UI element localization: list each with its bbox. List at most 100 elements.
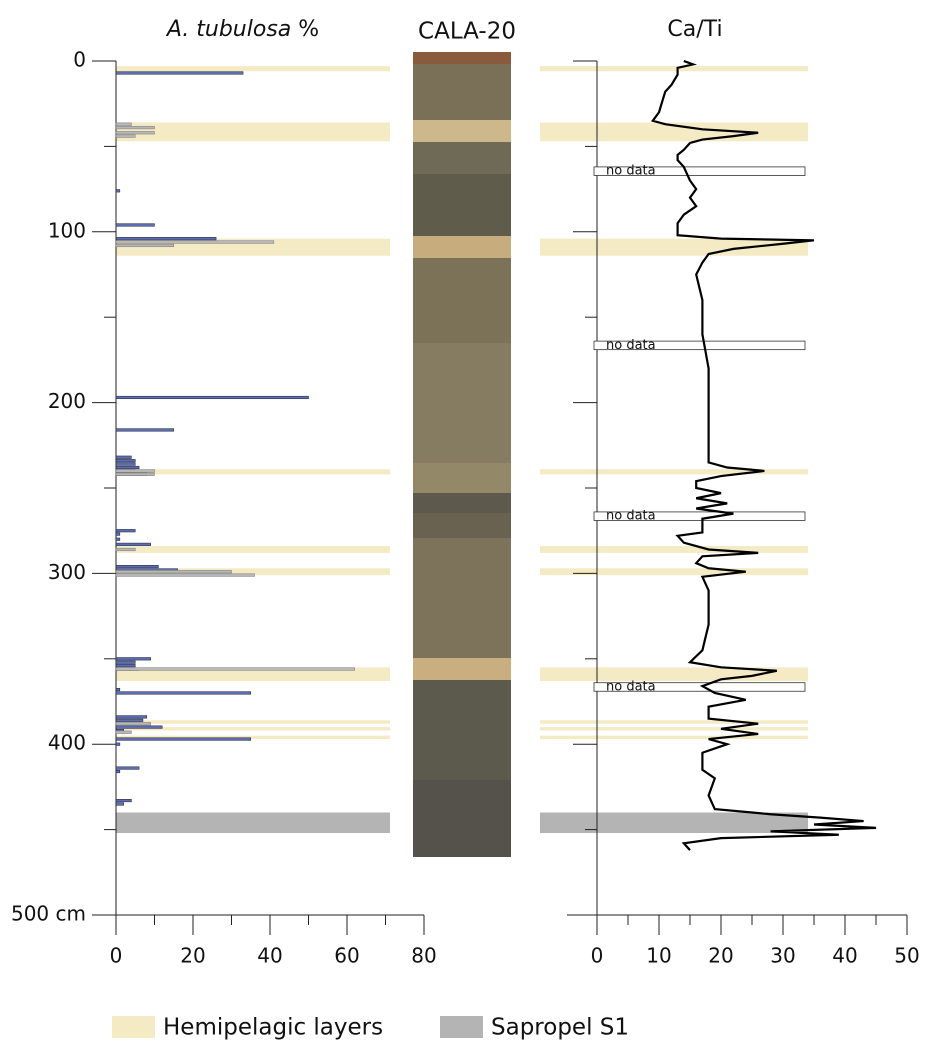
hemipelagic-band (116, 568, 390, 576)
no-data-label: no data (606, 679, 656, 694)
hemipelagic-band (540, 735, 808, 740)
legend-label: Hemipelagic layers (163, 1015, 383, 1041)
y-tick-label: 0 (73, 48, 86, 72)
bands (116, 66, 808, 834)
hemipelagic-band (540, 568, 808, 576)
bar (115, 237, 217, 241)
y-tick-label: 100 (48, 218, 86, 242)
y-tick-label: 200 (48, 389, 86, 413)
ca-ti-line (650, 59, 877, 851)
bar (115, 799, 132, 803)
no-data-label: no data (606, 509, 656, 524)
bar (115, 428, 174, 432)
hemipelagic-band (540, 66, 808, 72)
hemipelagic-band (116, 720, 390, 724)
bar (115, 573, 255, 577)
hemipelagic-band (540, 720, 808, 724)
hemipelagic-band (540, 727, 808, 731)
bar (115, 547, 136, 552)
legend-swatch (112, 1016, 155, 1038)
x-tick-label: 30 (770, 944, 795, 968)
left-title: A. tubulosa % (165, 17, 319, 42)
bar (115, 722, 151, 726)
bar (115, 465, 140, 470)
bar (115, 664, 136, 668)
legend-label: Sapropel S1 (491, 1015, 629, 1041)
bar (115, 189, 121, 193)
bar (115, 570, 232, 574)
hemipelagic-band (540, 122, 808, 142)
bar (115, 243, 174, 248)
no-data-box (593, 682, 806, 692)
bar (115, 240, 275, 244)
no-data-label: no data (606, 164, 656, 179)
bar (115, 134, 136, 138)
x-tick-label: 10 (646, 944, 671, 968)
bar (115, 766, 140, 770)
axes (567, 60, 908, 935)
hemipelagic-band (540, 238, 808, 256)
sapropel-band (116, 812, 390, 834)
hemipelagic-band (116, 66, 390, 72)
bar (115, 542, 151, 546)
no-data-box (593, 511, 806, 521)
bar (115, 718, 144, 722)
bar (115, 715, 148, 719)
y-tick-label: 400 (48, 731, 86, 755)
hemipelagic-band (116, 469, 390, 475)
bar (115, 223, 155, 227)
no-data-box (593, 340, 806, 351)
core-title: CALA-20 (418, 19, 516, 45)
hemipelagic-band (116, 546, 390, 553)
y-tick-label: 300 (48, 560, 86, 584)
bar (115, 126, 155, 130)
sapropel-band (540, 812, 808, 834)
x-tick-label: 60 (334, 944, 359, 968)
bar (115, 472, 155, 476)
hemipelagic-band (116, 727, 390, 731)
bar (115, 71, 244, 75)
bar (115, 657, 151, 661)
bar (115, 537, 121, 541)
right-title: Ca/Ti (667, 17, 722, 42)
x-tick-label: 20 (180, 944, 205, 968)
hemipelagic-band (116, 667, 390, 682)
title-unit: % (298, 17, 319, 42)
bar (115, 469, 155, 473)
legend-swatch (440, 1016, 483, 1038)
x-tick-label: 0 (591, 944, 604, 968)
bar (115, 462, 136, 466)
bar (115, 687, 121, 692)
x-tick-label: 40 (832, 944, 857, 968)
x-tick-label: 0 (110, 944, 123, 968)
bar (115, 737, 251, 741)
x-tick-label: 20 (708, 944, 733, 968)
bar (115, 742, 121, 746)
x-tick-label: 80 (411, 944, 436, 968)
bar (115, 131, 155, 135)
bar (115, 459, 136, 463)
no-data-label: no data (606, 338, 656, 353)
axes (92, 60, 425, 935)
hemipelagic-band (116, 735, 390, 740)
hemipelagic-band (540, 469, 808, 475)
hemipelagic-band (116, 122, 390, 142)
title-taxon: A. tubulosa (165, 17, 291, 42)
bar (115, 730, 132, 734)
bar (115, 565, 159, 569)
x-tick-label: 40 (257, 944, 282, 968)
no-data-box (593, 166, 806, 176)
bar (115, 725, 163, 729)
bar (115, 529, 136, 533)
bar (115, 122, 132, 126)
bar (115, 769, 121, 774)
bar (115, 660, 136, 664)
y-tick-label: 500 cm (11, 902, 86, 926)
bar (115, 691, 251, 695)
x-tick-label: 50 (894, 944, 919, 968)
bar (115, 802, 124, 806)
bar (115, 532, 121, 536)
bar (115, 395, 309, 400)
bar (115, 455, 132, 459)
